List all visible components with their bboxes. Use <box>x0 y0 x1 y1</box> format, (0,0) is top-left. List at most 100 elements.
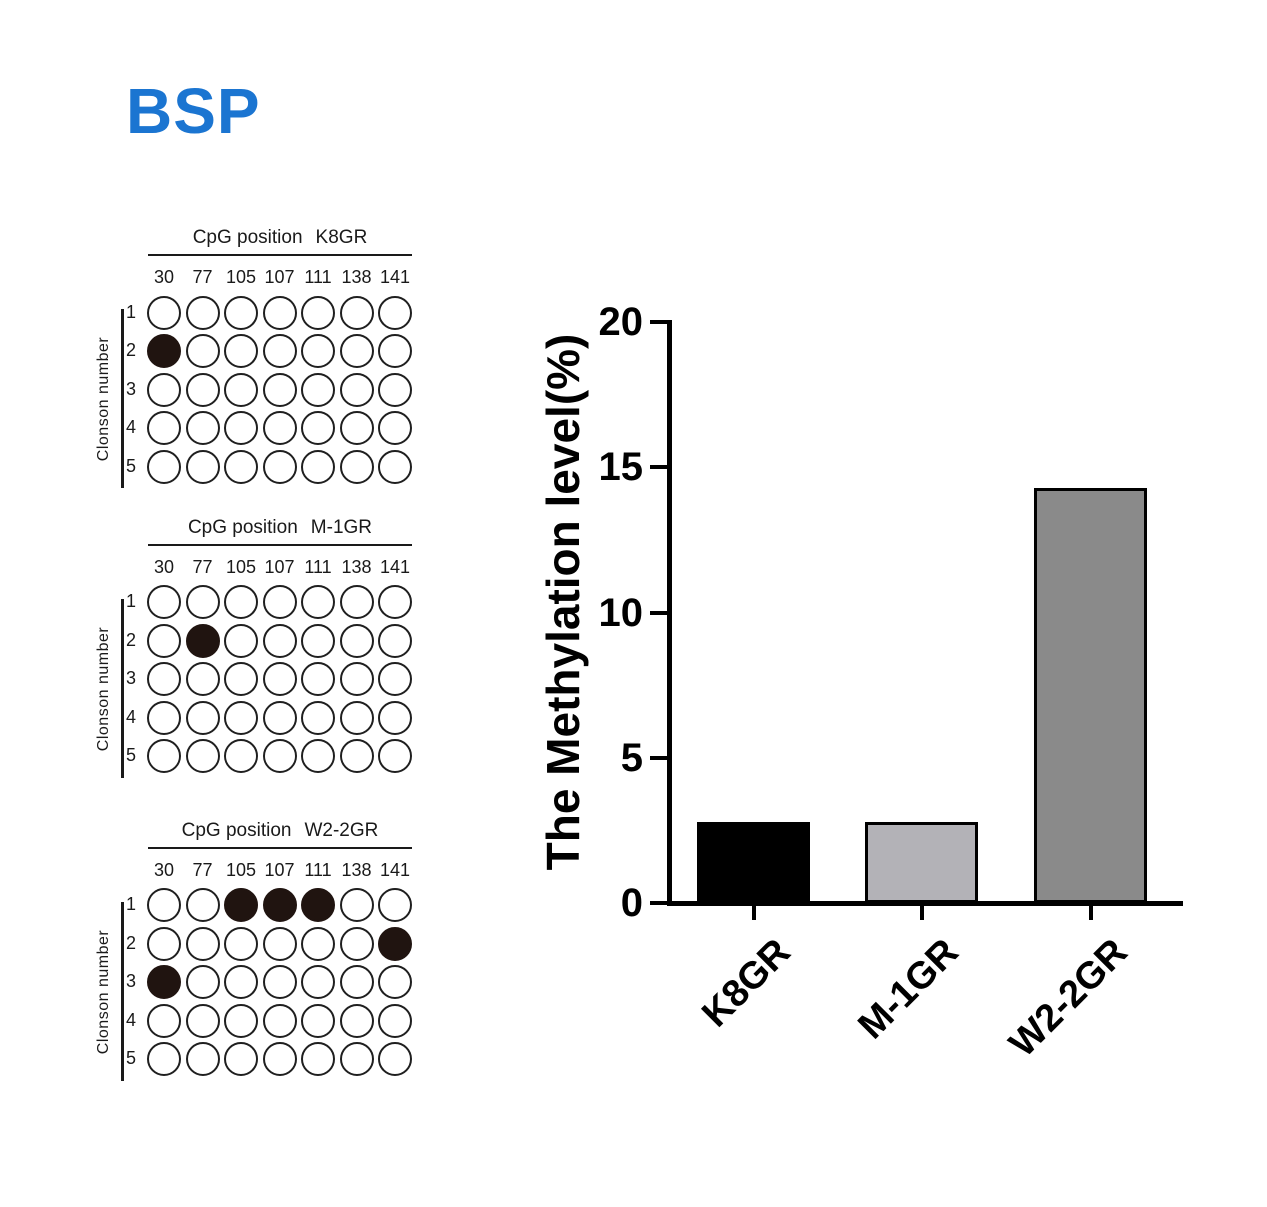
cpg-grid-sample-name: M-1GR <box>310 516 373 538</box>
cpg-dot <box>262 295 297 330</box>
cpg-dot <box>339 372 374 407</box>
cpg-column-label: 111 <box>304 267 332 287</box>
cpg-dot <box>301 739 335 773</box>
cpg-column-label: 141 <box>379 267 411 287</box>
cpg-row-label: 1 <box>125 894 136 914</box>
cpg-dot <box>339 585 374 619</box>
cpg-dot <box>339 926 374 961</box>
cpg-dot <box>378 449 412 484</box>
cpg-dot <box>378 965 412 999</box>
cpg-grid-k8gr: CpG position K8GR 30 77 105 107 111 138 141 1 2 3 4 5… <box>88 227 438 507</box>
cpg-dot <box>262 965 297 999</box>
cpg-dot <box>224 965 258 999</box>
cpg-grid-title-prefix: CpG position <box>192 227 303 248</box>
cpg-dot <box>185 295 220 330</box>
cpg-dot <box>339 739 374 773</box>
cpg-grid-title-underline <box>148 543 412 546</box>
x-axis-line <box>667 901 1183 906</box>
cpg-dot <box>224 411 258 445</box>
cpg-dot-methylated <box>147 334 181 368</box>
bar-w2-2gr <box>1034 487 1147 903</box>
cpg-dot <box>185 372 220 407</box>
cpg-dot <box>224 1003 258 1038</box>
cpg-dot <box>147 623 181 658</box>
cpg-row-label: 1 <box>125 591 136 611</box>
cpg-dot <box>378 623 412 658</box>
cpg-dot <box>301 334 335 368</box>
bar-m-1gr <box>865 821 978 903</box>
cpg-column-label: 30 <box>153 556 175 577</box>
cpg-dot <box>185 1003 220 1038</box>
cpg-dot <box>224 449 258 484</box>
cpg-column-label: 111 <box>304 556 332 577</box>
cpg-dot <box>339 662 374 696</box>
y-tick-label: 5 <box>620 735 643 780</box>
cpg-dot <box>185 449 220 484</box>
cpg-column-label: 77 <box>192 556 213 577</box>
cpg-dot <box>224 1042 258 1076</box>
cpg-dot <box>147 1042 181 1076</box>
cpg-dot <box>185 965 220 999</box>
cpg-grid-title: CpG position M-1GR <box>148 517 412 539</box>
cpg-dot <box>224 662 258 696</box>
cpg-row-label: 5 <box>125 745 136 765</box>
cpg-row-label: 3 <box>125 971 136 991</box>
cpg-dot-methylated <box>262 888 297 922</box>
cpg-dot <box>301 926 335 961</box>
cpg-column-label: 105 <box>225 556 257 577</box>
cpg-dot <box>301 1003 335 1038</box>
y-tick-label: 0 <box>620 881 643 925</box>
cpg-dot <box>378 295 412 330</box>
cpg-row-label: 5 <box>125 455 136 476</box>
cpg-dot <box>185 334 220 368</box>
cpg-dot <box>339 295 374 330</box>
cpg-dot <box>339 888 374 922</box>
cpg-dot <box>262 1003 297 1038</box>
cpg-grid-m-1gr: CpG position M-1GR 30 77 105 107 111 138 141 1 2 3 4… <box>88 517 438 797</box>
cpg-dot <box>339 334 374 368</box>
x-tick <box>920 906 924 920</box>
cpg-dot-methylated <box>224 888 258 922</box>
cpg-dot <box>262 1042 297 1076</box>
cpg-dot-methylated <box>185 623 220 658</box>
cpg-dot <box>147 662 181 696</box>
x-tick <box>752 906 756 920</box>
y-tick <box>650 610 667 615</box>
cpg-dot <box>301 1042 335 1076</box>
cpg-column-label: 138 <box>341 267 372 287</box>
cpg-dot <box>339 411 374 445</box>
cpg-dot <box>185 700 220 735</box>
cpg-column-label: 105 <box>225 859 257 880</box>
cpg-dot <box>339 1042 374 1076</box>
x-axis-category-label: W2-2GR <box>1001 931 1136 1066</box>
cpg-dot <box>224 739 258 773</box>
clone-bracket-line <box>121 901 124 1081</box>
cpg-dot <box>147 449 181 484</box>
cpg-dot <box>339 965 374 999</box>
cpg-grid-w2-2gr: CpG position W2-2GR 30 77 105 107 111 138 141 1 2 3… <box>88 820 438 1100</box>
cpg-grid-title-prefix: CpG position <box>187 516 298 538</box>
cpg-dot <box>262 585 297 619</box>
cpg-dot <box>378 334 412 368</box>
cpg-dot <box>301 372 335 407</box>
cpg-dot <box>147 295 181 330</box>
y-tick <box>650 755 667 760</box>
cpg-dot <box>147 1003 181 1038</box>
cpg-grid-title: CpG position K8GR <box>148 227 412 249</box>
y-tick <box>650 320 667 324</box>
cpg-dot <box>224 334 258 368</box>
x-axis-category-label: K8GR <box>694 931 799 1036</box>
cpg-column-label: 105 <box>225 267 257 287</box>
cpg-dot <box>378 739 412 773</box>
cpg-row-label: 2 <box>125 340 136 360</box>
cpg-dot <box>378 700 412 735</box>
cpg-column-label: 111 <box>304 859 332 880</box>
cpg-dot <box>262 739 297 773</box>
cpg-dot <box>147 585 181 619</box>
cpg-dot <box>378 372 412 407</box>
cpg-dot <box>301 623 335 658</box>
cpg-dot-methylated <box>301 888 335 922</box>
figure-title: BSP <box>126 75 261 147</box>
